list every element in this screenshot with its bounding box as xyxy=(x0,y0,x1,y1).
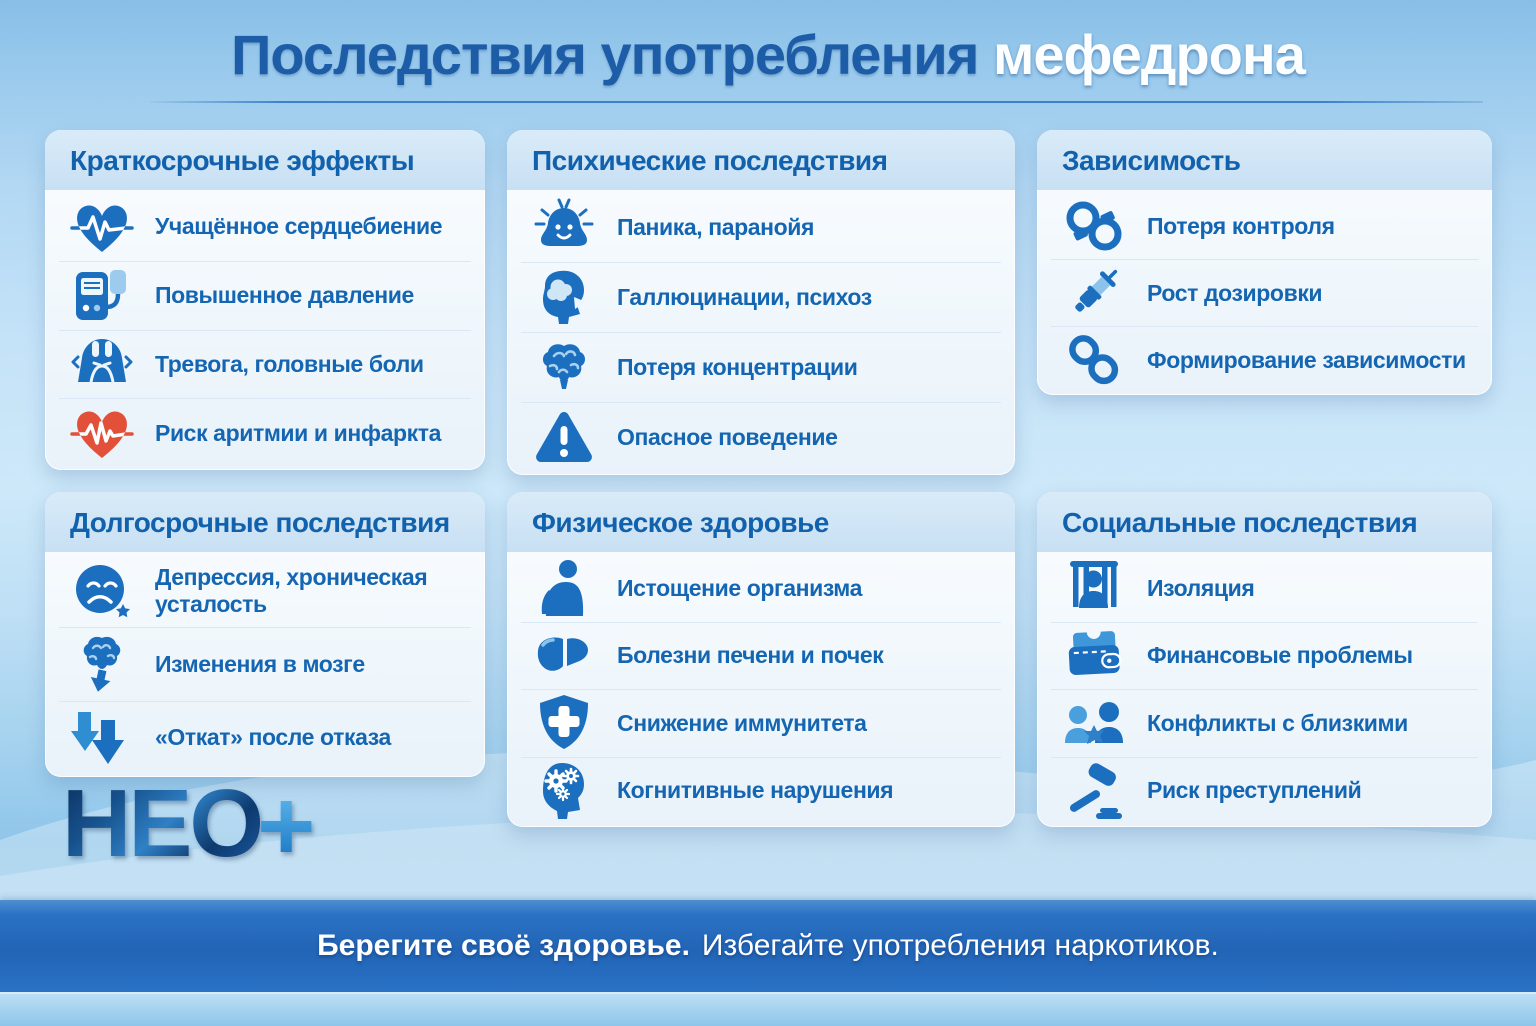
chain-icon xyxy=(1061,327,1127,393)
list-item-label: Повышенное давление xyxy=(155,282,414,309)
list-item-label: Риск аритмии и инфаркта xyxy=(155,419,441,446)
brain-icon xyxy=(531,335,597,401)
list-item: Потеря контроля xyxy=(1051,193,1478,259)
gears-head-icon xyxy=(531,758,597,824)
card-psychological: Психические последствия Паника, паранойя xyxy=(507,130,1015,475)
list-item: Повышенное давление xyxy=(59,260,471,330)
list-item: Снижение иммунитета xyxy=(521,689,1001,757)
exhaustion-icon xyxy=(531,555,597,621)
list-item: Изменения в мозге xyxy=(59,627,471,700)
title-divider xyxy=(150,101,1483,103)
list-item: Тревога, головные боли xyxy=(59,329,471,399)
list-item-label: Галлюцинации, психоз xyxy=(617,284,872,310)
list-item: Депрессия, хроническая усталость xyxy=(59,555,471,627)
footer-substrip xyxy=(0,992,1536,1026)
card-physical-health: Физическое здоровье Истощение организма xyxy=(507,492,1015,827)
card-title: Краткосрочные эффекты xyxy=(45,130,485,190)
card-body: Паника, паранойя Галлюцинации, психоз xyxy=(507,190,1015,475)
card-dependency: Зависимость Потеря контроля xyxy=(1037,130,1492,395)
neo-plus-logo: НЕО+ xyxy=(62,776,315,877)
list-item: Формирование зависимости xyxy=(1051,326,1478,393)
conflict-icon xyxy=(1061,690,1127,756)
gavel-icon xyxy=(1061,758,1127,824)
list-item-label: Рост дозировки xyxy=(1147,279,1323,306)
list-item: Галлюцинации, психоз xyxy=(521,262,1001,332)
page-title-main: Последствия употребления xyxy=(231,23,993,86)
list-item: Риск преступлений xyxy=(1051,756,1478,825)
list-item-label: «Откат» после отказа xyxy=(155,724,391,751)
heart-attack-icon xyxy=(69,400,135,466)
list-item: Конфликты с близкими xyxy=(1051,689,1478,757)
list-item-label: Изменения в мозге xyxy=(155,650,365,677)
card-body: Учащённое сердцебиение Повышенное давлен… xyxy=(45,190,485,470)
list-item: Риск аритмии и инфаркта xyxy=(59,398,471,467)
blood-pressure-icon xyxy=(69,263,135,329)
list-item-label: Конфликты с близкими xyxy=(1147,709,1408,736)
jail-icon xyxy=(1061,555,1127,621)
card-title: Психические последствия xyxy=(507,130,1015,190)
cards-row-2: Долгосрочные последствия Депрессия, хрон… xyxy=(45,492,1492,827)
wallet-icon xyxy=(1061,623,1127,689)
footer-banner: Берегите своё здоровье. Избегайте употреб… xyxy=(0,900,1536,992)
card-body: Изоляция Финансовые пр xyxy=(1037,552,1492,827)
list-item: Потеря концентрации xyxy=(521,332,1001,402)
list-item-label: Паника, паранойя xyxy=(617,214,815,240)
footer-bold-text: Берегите своё здоровье. xyxy=(317,929,690,962)
logo-plus-icon: + xyxy=(257,770,316,882)
card-body: Депрессия, хроническая усталость Изменен… xyxy=(45,552,485,777)
list-item-label: Тревога, головные боли xyxy=(155,350,424,377)
card-body: Потеря контроля Рост д xyxy=(1037,190,1492,395)
list-item-label: Истощение организма xyxy=(617,574,863,601)
anxiety-icon xyxy=(69,331,135,397)
list-item: Финансовые проблемы xyxy=(1051,621,1478,690)
list-item-label: Депрессия, хроническая усталость xyxy=(155,564,428,618)
down-arrows-icon xyxy=(69,705,135,771)
list-item-label: Формирование зависимости xyxy=(1147,346,1466,373)
page-title-highlight: мефедрона xyxy=(992,23,1306,86)
card-title: Социальные последствия xyxy=(1037,492,1492,552)
list-item: «Откат» после отказа xyxy=(59,700,471,774)
hallucination-icon xyxy=(531,265,597,331)
card-title: Долгосрочные последствия xyxy=(45,492,485,552)
list-item-label: Потеря контроля xyxy=(1147,212,1335,239)
card-long-term: Долгосрочные последствия Депрессия, хрон… xyxy=(45,492,485,777)
footer-regular-text: Избегайте употребления наркотиков. xyxy=(701,929,1219,962)
list-item-label: Опасное поведение xyxy=(617,424,838,450)
handcuffs-icon xyxy=(1061,193,1127,259)
list-item-label: Риск преступлений xyxy=(1147,777,1362,804)
syringe-icon xyxy=(1061,260,1127,326)
card-title: Зависимость xyxy=(1037,130,1492,190)
page-title: Последствия употребления мефедрона xyxy=(0,22,1536,87)
liver-icon xyxy=(531,623,597,689)
card-social: Социальные последствия Изоляция xyxy=(1037,492,1492,827)
list-item: Изоляция xyxy=(1051,555,1478,622)
logo-text: НЕО xyxy=(62,770,264,877)
list-item-label: Учащённое сердцебиение xyxy=(155,213,443,240)
cards-row-1: Краткосрочные эффекты Учащённое сердцеби… xyxy=(45,130,1492,475)
list-item: Истощение организма xyxy=(521,555,1001,622)
list-item-label: Снижение иммунитета xyxy=(617,709,867,736)
shield-cross-icon xyxy=(531,690,597,756)
list-item: Болезни печени и почек xyxy=(521,621,1001,690)
sad-face-icon xyxy=(69,558,135,624)
list-item: Опасное поведение xyxy=(521,402,1001,472)
heartbeat-icon xyxy=(69,194,135,260)
list-item-label: Болезни печени и почек xyxy=(617,642,884,669)
card-short-term-effects: Краткосрочные эффекты Учащённое сердцеби… xyxy=(45,130,485,470)
list-item: Когнитивные нарушения xyxy=(521,756,1001,825)
card-body: Истощение организма Болезни печени и поч… xyxy=(507,552,1015,827)
list-item-label: Когнитивные нарушения xyxy=(617,777,894,804)
panic-icon xyxy=(531,195,597,261)
list-item: Паника, паранойя xyxy=(521,193,1001,262)
brain-change-icon xyxy=(69,631,135,697)
card-title: Физическое здоровье xyxy=(507,492,1015,552)
list-item: Учащённое сердцебиение xyxy=(59,193,471,261)
warning-icon xyxy=(531,405,597,471)
list-item: Рост дозировки xyxy=(1051,259,1478,326)
list-item-label: Потеря концентрации xyxy=(617,354,858,380)
list-item-label: Финансовые проблемы xyxy=(1147,642,1413,669)
list-item-label: Изоляция xyxy=(1147,574,1255,601)
